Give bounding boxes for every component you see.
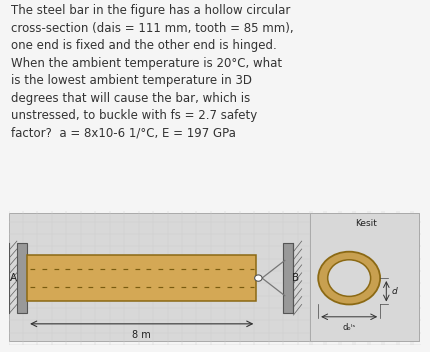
Text: 8 m: 8 m (132, 330, 151, 340)
Bar (283, 243, 293, 313)
Text: Kesit: Kesit (355, 219, 377, 228)
Bar (17, 243, 27, 313)
Circle shape (318, 252, 380, 304)
Text: d: d (391, 287, 397, 296)
Bar (27, 255, 256, 301)
Circle shape (255, 275, 262, 281)
Text: B: B (292, 273, 299, 283)
Text: A: A (10, 273, 17, 283)
Text: dₒᴵˢ: dₒᴵˢ (342, 323, 356, 332)
Circle shape (328, 260, 371, 296)
Bar (310, 213, 419, 341)
Text: The steel bar in the figure has a hollow circular
cross-section (dais = 111 mm, : The steel bar in the figure has a hollow… (11, 4, 293, 140)
